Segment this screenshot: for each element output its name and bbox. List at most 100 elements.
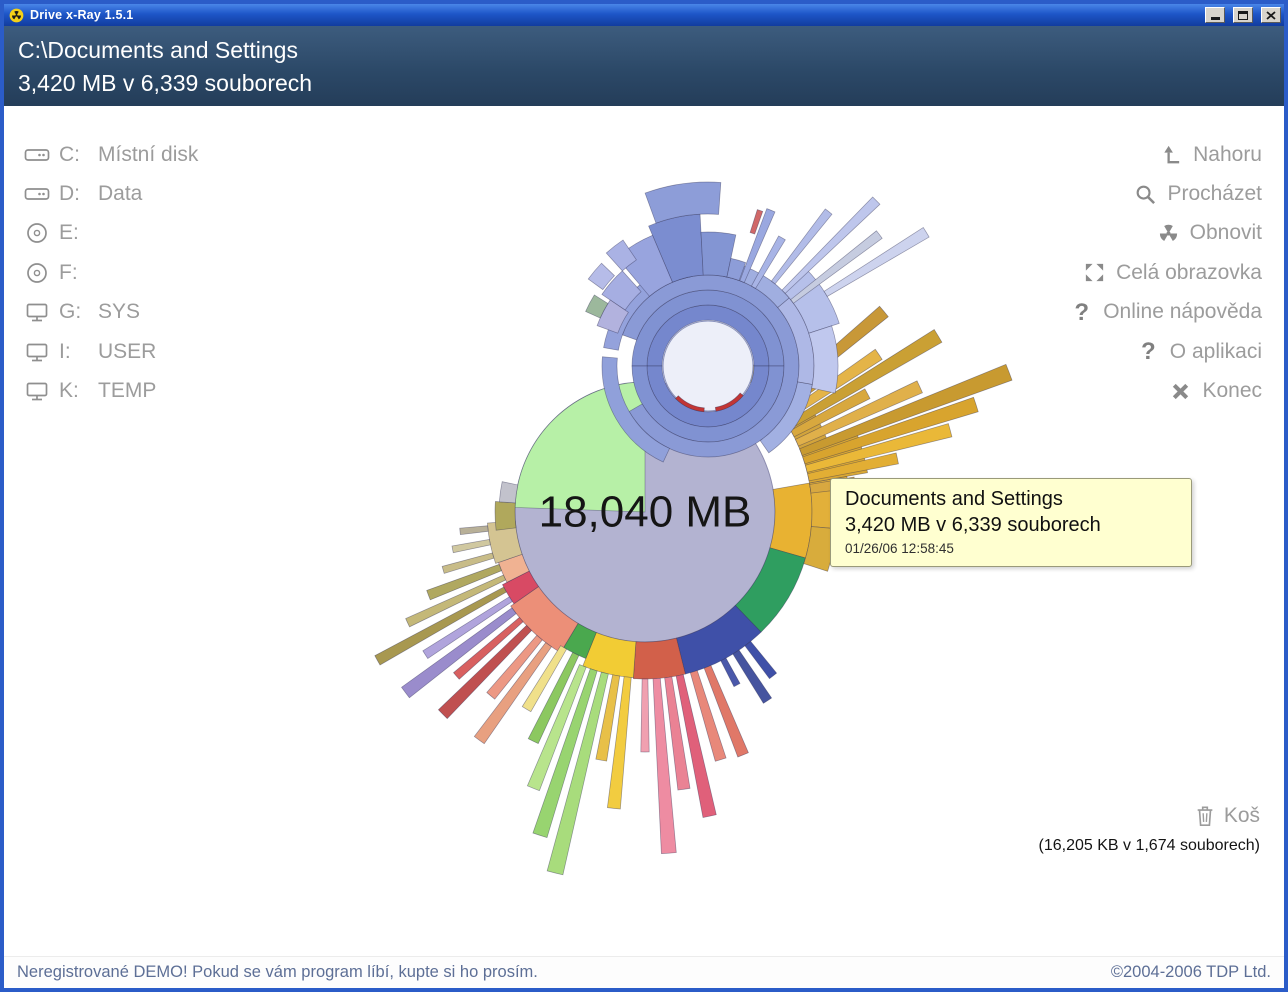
drive-item-k[interactable]: K: TEMP xyxy=(24,371,198,410)
action-label: Nahoru xyxy=(1193,142,1262,166)
chart-segment[interactable] xyxy=(759,381,813,454)
chart-segment[interactable] xyxy=(622,274,800,458)
drive-item-f[interactable]: F: xyxy=(24,253,198,292)
chart-segment[interactable] xyxy=(601,270,642,311)
minimize-button[interactable] xyxy=(1205,7,1225,23)
chart-segment[interactable] xyxy=(640,678,650,753)
chart-segment[interactable] xyxy=(644,181,722,224)
action-item-fullscreen[interactable]: Celá obrazovka xyxy=(1069,253,1262,292)
chart-segment[interactable] xyxy=(498,481,519,504)
chart-segment[interactable] xyxy=(605,239,637,272)
drive-name: TEMP xyxy=(98,379,157,403)
chart-segment[interactable] xyxy=(732,649,773,704)
drive-letter: E: xyxy=(59,221,79,245)
action-item-browse[interactable]: Procházet xyxy=(1069,174,1262,213)
drive-item-c[interactable]: C: Místní disk xyxy=(24,135,198,174)
chart-segment[interactable] xyxy=(689,670,727,762)
chart-segment[interactable] xyxy=(526,664,587,792)
chart-segment[interactable] xyxy=(437,624,533,720)
chart-segment[interactable] xyxy=(662,320,754,412)
chart-segment[interactable] xyxy=(473,642,553,745)
chart-segment[interactable] xyxy=(726,257,747,281)
disk-usage-sunburst[interactable]: 18,040 MB xyxy=(4,4,1284,988)
chart-segment[interactable] xyxy=(744,640,778,680)
chart-segment[interactable] xyxy=(770,208,833,285)
chart-segment[interactable] xyxy=(652,677,677,854)
chart-segment[interactable] xyxy=(401,607,517,699)
drive-item-d[interactable]: D: Data xyxy=(24,174,198,213)
chart-segment[interactable] xyxy=(808,325,839,394)
cd-icon xyxy=(24,221,51,245)
hard-drive-icon xyxy=(24,143,51,167)
chart-segment[interactable] xyxy=(675,674,717,818)
chart-segment[interactable] xyxy=(487,520,523,564)
chart-segment[interactable] xyxy=(664,676,691,791)
action-item-about[interactable]: ? O aplikaci xyxy=(1069,332,1262,371)
chart-segment[interactable] xyxy=(750,235,786,289)
chart-segment[interactable] xyxy=(804,423,953,473)
chart-segment[interactable] xyxy=(452,616,524,680)
chart-segment[interactable] xyxy=(596,299,629,334)
drive-item-i[interactable]: I: USER xyxy=(24,332,198,371)
trash-button[interactable]: Koš xyxy=(1039,804,1260,828)
drive-item-g[interactable]: G: SYS xyxy=(24,293,198,332)
chart-segment[interactable] xyxy=(802,396,979,465)
chart-segment[interactable] xyxy=(459,525,489,536)
chart-segment[interactable] xyxy=(674,395,705,413)
title-bar: Drive x-Ray 1.5.1 xyxy=(4,4,1284,26)
chart-segment[interactable] xyxy=(632,637,686,680)
chart-segment[interactable] xyxy=(790,230,883,304)
chart-segment[interactable] xyxy=(749,209,764,235)
chart-segment[interactable] xyxy=(601,356,671,463)
chart-segment[interactable] xyxy=(714,392,744,412)
demo-notice: Neregistrované DEMO! Pokud se vám progra… xyxy=(17,963,538,981)
chart-segment[interactable] xyxy=(441,552,495,574)
chart-segment[interactable] xyxy=(426,563,502,601)
chart-segment[interactable] xyxy=(587,262,615,291)
chart-segment[interactable] xyxy=(781,196,881,294)
chart-segment[interactable] xyxy=(486,634,543,700)
chart-segment[interactable] xyxy=(648,213,704,283)
chart-segment[interactable] xyxy=(546,671,609,876)
chart-segment[interactable] xyxy=(374,586,507,666)
chart-segment[interactable] xyxy=(807,452,899,482)
chart-segment[interactable] xyxy=(510,586,579,654)
chart-segment[interactable] xyxy=(631,365,785,443)
chart-segment[interactable] xyxy=(769,482,813,559)
chart-segment[interactable] xyxy=(823,227,930,297)
drive-letter: D: xyxy=(59,182,80,206)
chart-segment[interactable] xyxy=(532,668,598,839)
chart-segment[interactable] xyxy=(794,380,923,447)
action-item-refresh[interactable]: Obnovit xyxy=(1069,214,1262,253)
chart-segment[interactable] xyxy=(720,657,741,688)
action-item-online-help[interactable]: ? Online nápověda xyxy=(1069,293,1262,332)
chart-segment[interactable] xyxy=(585,294,609,319)
network-drive-icon xyxy=(24,300,51,324)
chart-segment[interactable] xyxy=(527,651,580,745)
chart-segment[interactable] xyxy=(494,501,517,531)
chart-segment[interactable] xyxy=(514,381,646,513)
action-label: Konec xyxy=(1202,379,1262,403)
maximize-button[interactable] xyxy=(1233,7,1253,23)
chart-segment[interactable] xyxy=(799,363,1013,457)
drive-name: Místní disk xyxy=(98,142,199,166)
chart-segment[interactable] xyxy=(739,208,776,284)
tooltip-timestamp: 01/26/06 12:58:45 xyxy=(845,541,954,556)
chart-segment[interactable] xyxy=(405,574,507,628)
radiation-icon xyxy=(1156,221,1181,246)
chart-segment[interactable] xyxy=(777,297,815,385)
chart-segment[interactable] xyxy=(422,596,513,659)
chart-segment[interactable] xyxy=(606,676,632,810)
close-button[interactable] xyxy=(1261,7,1281,23)
chart-segment[interactable] xyxy=(595,674,621,762)
chart-segment[interactable] xyxy=(521,645,568,713)
chart-segment[interactable] xyxy=(451,539,491,554)
app-icon-radiation xyxy=(9,8,24,23)
question-icon: ? xyxy=(1140,338,1156,366)
action-item-up[interactable]: Nahoru xyxy=(1069,135,1262,174)
action-item-exit[interactable]: Konec xyxy=(1069,371,1262,410)
window-title: Drive x-Ray 1.5.1 xyxy=(30,8,134,22)
drive-item-e[interactable]: E: xyxy=(24,214,198,253)
chart-segment[interactable] xyxy=(703,664,749,758)
